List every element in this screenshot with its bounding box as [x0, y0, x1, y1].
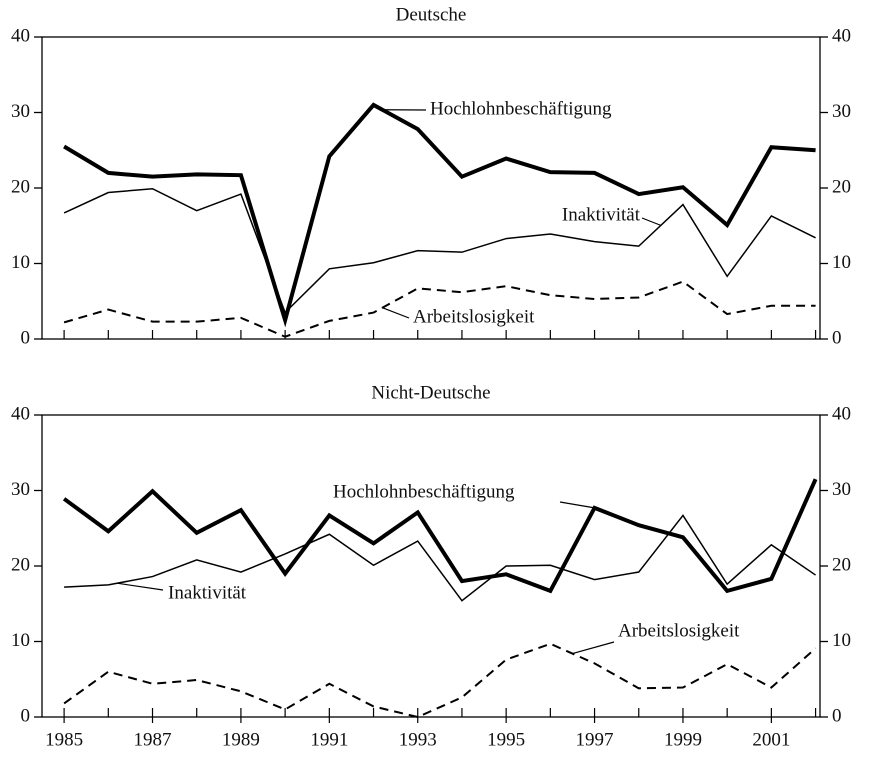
y2-tick-label: 0 — [832, 327, 842, 348]
x-tick-label: 1989 — [222, 729, 260, 750]
y2-tick-label: 30 — [832, 101, 851, 122]
x-tick-label: 1987 — [134, 729, 172, 750]
y2-tick-label: 10 — [832, 630, 851, 651]
leader-line — [641, 217, 662, 226]
x-tick-label: 1995 — [487, 729, 525, 750]
plot-frame — [41, 414, 821, 718]
series-label: Arbeitslosigkeit — [618, 620, 740, 641]
y2-tick-label: 0 — [832, 705, 842, 726]
series-line — [63, 280, 816, 338]
leader-line — [117, 582, 164, 591]
series-label: Arbeitslosigkeit — [413, 306, 535, 327]
chart-title: Nicht-Deutsche — [371, 382, 490, 403]
x-tick-label: 2001 — [752, 729, 790, 750]
y2-tick-label: 20 — [832, 176, 851, 197]
y2-tick-label: 40 — [832, 403, 851, 424]
series-line — [62, 478, 818, 594]
leader-line — [572, 641, 615, 655]
y-tick-label: 0 — [21, 705, 31, 726]
y-tick-label: 30 — [11, 101, 30, 122]
plot-frame — [41, 36, 821, 340]
x-tick-label: 1993 — [399, 729, 437, 750]
y-tick-label: 20 — [11, 176, 30, 197]
series-label: Hochlohnbeschäftigung — [333, 481, 515, 502]
series-label: Hochlohnbeschäftigung — [430, 98, 612, 119]
y-tick-label: 40 — [11, 25, 30, 46]
y2-tick-label: 40 — [832, 25, 851, 46]
y-tick-label: 10 — [11, 252, 30, 273]
y2-tick-label: 20 — [832, 554, 851, 575]
leader-line — [559, 501, 595, 509]
x-tick-label: 1991 — [310, 729, 348, 750]
x-tick-label: 1999 — [664, 729, 702, 750]
series-line — [63, 642, 817, 719]
y-tick-label: 20 — [11, 554, 30, 575]
y-tick-label: 0 — [21, 327, 31, 348]
series-line — [63, 102, 816, 328]
y-tick-label: 40 — [11, 403, 30, 424]
y-tick-label: 30 — [11, 479, 30, 500]
x-tick-label: 1985 — [45, 729, 83, 750]
y-tick-label: 10 — [11, 630, 30, 651]
series-label: Inaktivität — [562, 204, 641, 225]
series-line — [63, 187, 816, 314]
x-tick-label: 1997 — [576, 729, 614, 750]
chart-title: Deutsche — [396, 4, 467, 25]
leader-line — [382, 307, 410, 319]
y2-tick-label: 10 — [832, 252, 851, 273]
y2-tick-label: 30 — [832, 479, 851, 500]
series-label: Inaktivität — [168, 582, 247, 603]
series-line — [64, 514, 817, 602]
